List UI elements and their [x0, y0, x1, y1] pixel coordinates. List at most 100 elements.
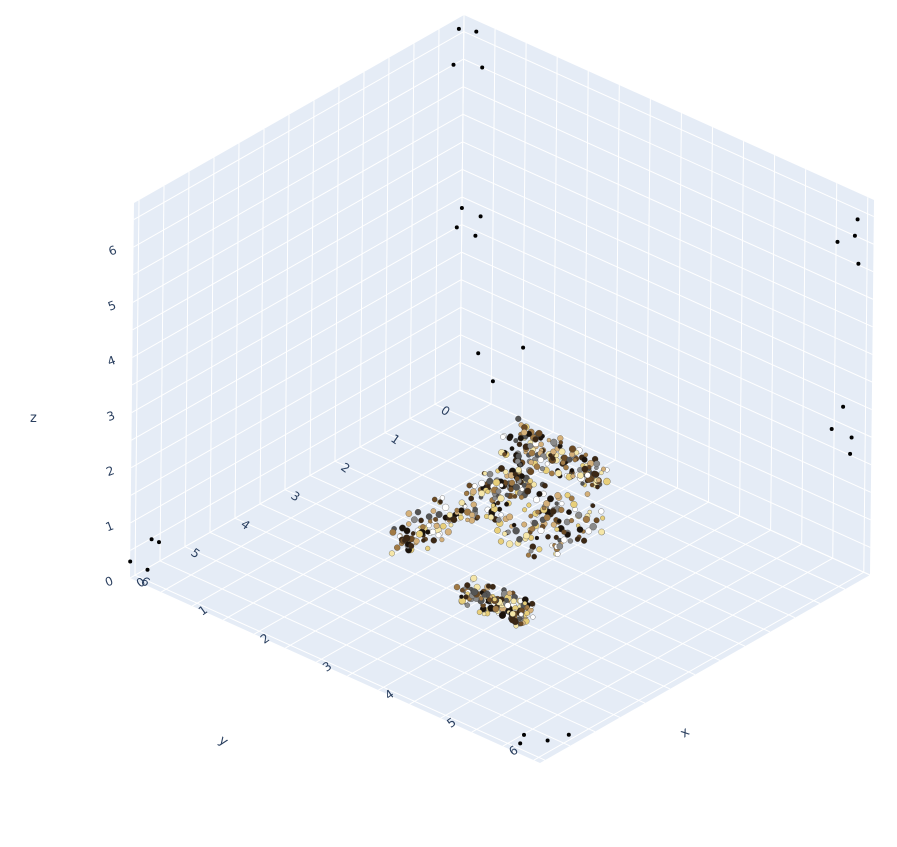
cloud-point	[405, 510, 413, 517]
data-point	[835, 239, 840, 244]
cloud-point	[497, 506, 503, 512]
grid-line-y-floor	[409, 418, 821, 604]
cloud-point	[527, 468, 535, 476]
cloud-point	[509, 446, 515, 451]
data-points	[128, 26, 861, 746]
cloud-point	[468, 495, 475, 502]
grid-line-x-wall	[645, 99, 651, 475]
data-point	[476, 351, 481, 356]
cloud-point	[413, 538, 420, 545]
cloud-point	[512, 483, 520, 491]
cloud-point	[543, 514, 551, 521]
cloud-point	[485, 489, 491, 495]
cloud-point	[593, 460, 601, 467]
grid-line-x-wall	[521, 43, 527, 419]
cloud-point	[486, 477, 494, 485]
data-point	[518, 741, 523, 746]
cloud-point	[563, 464, 569, 471]
cloud-point	[466, 482, 473, 489]
data-point	[149, 537, 154, 542]
cloud-point	[439, 495, 445, 501]
cloud-point	[430, 508, 437, 514]
cloud-point	[495, 500, 501, 506]
grid-line-z-xwall	[462, 113, 874, 300]
cloud-point	[524, 604, 530, 610]
grid-line-y-floor	[209, 531, 621, 718]
cloud-point	[567, 538, 574, 544]
cloud-point	[517, 462, 523, 468]
cloud-point	[549, 470, 555, 477]
grid-line-z-xwall	[462, 141, 873, 328]
cloud-point	[568, 495, 575, 502]
cloud-point	[517, 616, 523, 621]
grid-line-y-floor	[334, 460, 746, 647]
data-point	[856, 261, 861, 266]
cloud-point	[463, 594, 469, 600]
z-tick-label: 4	[105, 353, 117, 369]
cloud-point	[518, 612, 524, 617]
data-point	[480, 65, 485, 70]
grid-line-x-wall	[583, 71, 589, 447]
cloud-point	[581, 537, 588, 544]
data-point	[451, 62, 456, 67]
grid-line-z-xwall	[460, 279, 872, 466]
grid-line-z-ywall	[130, 334, 461, 524]
cloud-point	[498, 611, 506, 619]
cloud-point	[563, 518, 571, 526]
grid-line-y-wall	[259, 128, 265, 504]
cloud-point	[515, 415, 522, 422]
cloud-point	[533, 496, 540, 504]
data-point	[848, 451, 853, 456]
cloud-point	[534, 535, 540, 541]
grid-line-y-floor	[159, 560, 571, 747]
cloud-point	[558, 448, 566, 456]
cloud-point	[577, 472, 584, 479]
grid-line-y-wall	[359, 71, 365, 447]
cloud-point	[548, 453, 553, 458]
grid-line-x-wall	[770, 155, 776, 531]
cloud-point	[471, 483, 478, 489]
cloud-point	[585, 527, 593, 535]
cloud-point	[554, 492, 562, 499]
cloud-point	[448, 522, 454, 528]
data-point	[157, 540, 161, 545]
grid-line-y-floor	[184, 546, 596, 733]
data-point	[855, 217, 860, 222]
grid-line-y-wall	[184, 171, 190, 547]
cloud-point	[453, 583, 461, 591]
cloud-point	[416, 530, 424, 538]
cloud-point	[464, 602, 471, 608]
cloud-point	[459, 587, 465, 593]
cloud-point	[536, 546, 543, 553]
grid-line-z-ywall	[130, 361, 461, 551]
cloud-point	[495, 488, 502, 495]
cloud-point	[426, 522, 432, 529]
cloud-point	[556, 543, 564, 550]
cloud-point	[568, 445, 577, 453]
cloud-point	[444, 528, 452, 536]
cloud-point	[570, 473, 576, 479]
cloud-point	[556, 518, 562, 524]
data-point	[454, 225, 459, 230]
cloud-point	[498, 465, 505, 472]
cloud-point	[598, 508, 605, 515]
z-tick-label: 2	[104, 463, 116, 479]
cloud-point	[547, 495, 554, 503]
grid-line-y-wall	[434, 29, 440, 405]
cloud-point	[504, 597, 509, 603]
cloud-point	[495, 517, 502, 523]
grid-line-z-xwall	[460, 334, 871, 521]
cloud-point	[435, 511, 443, 518]
cloud-point	[481, 592, 488, 598]
cloud-point	[511, 522, 517, 528]
z-axis-title: z	[30, 411, 37, 426]
cloud-point	[454, 507, 460, 513]
cloud-point	[570, 500, 578, 508]
grid-line-z-ywall	[132, 141, 463, 331]
grid-line-z-xwall	[460, 306, 872, 493]
grid-line-x-wall	[707, 127, 713, 503]
data-point	[490, 379, 495, 384]
cloud-point	[492, 596, 498, 602]
z-tick-label: 6	[107, 243, 119, 259]
